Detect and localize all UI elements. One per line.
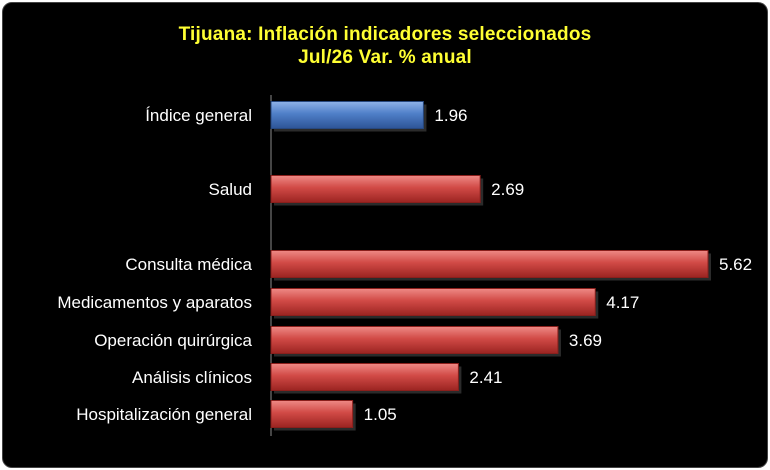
bar (270, 288, 596, 316)
bar (270, 363, 459, 391)
data-label: 5.62 (719, 255, 752, 274)
category-label: Consulta médica (125, 255, 252, 274)
bar (270, 175, 481, 203)
chart-title: Tijuana: Inflación indicadores seleccion… (178, 24, 592, 45)
data-label: 2.69 (491, 180, 524, 199)
data-label: 1.96 (434, 106, 467, 125)
bar (270, 400, 354, 428)
data-label: 3.69 (569, 331, 602, 350)
category-label: Medicamentos y aparatos (57, 293, 252, 312)
category-label: Salud (209, 180, 252, 199)
data-label: 1.05 (364, 405, 397, 424)
bar (270, 326, 559, 354)
category-label: Índice general (145, 106, 252, 125)
category-label: Hospitalización general (76, 405, 252, 424)
category-label: Análisis clínicos (132, 368, 252, 387)
data-label: 2.41 (469, 368, 502, 387)
bar (270, 101, 424, 129)
category-label: Operación quirúrgica (94, 331, 252, 350)
chart-subtitle: Jul/26 Var. % anual (298, 47, 472, 68)
bar (270, 250, 709, 278)
data-label: 4.17 (606, 293, 639, 312)
